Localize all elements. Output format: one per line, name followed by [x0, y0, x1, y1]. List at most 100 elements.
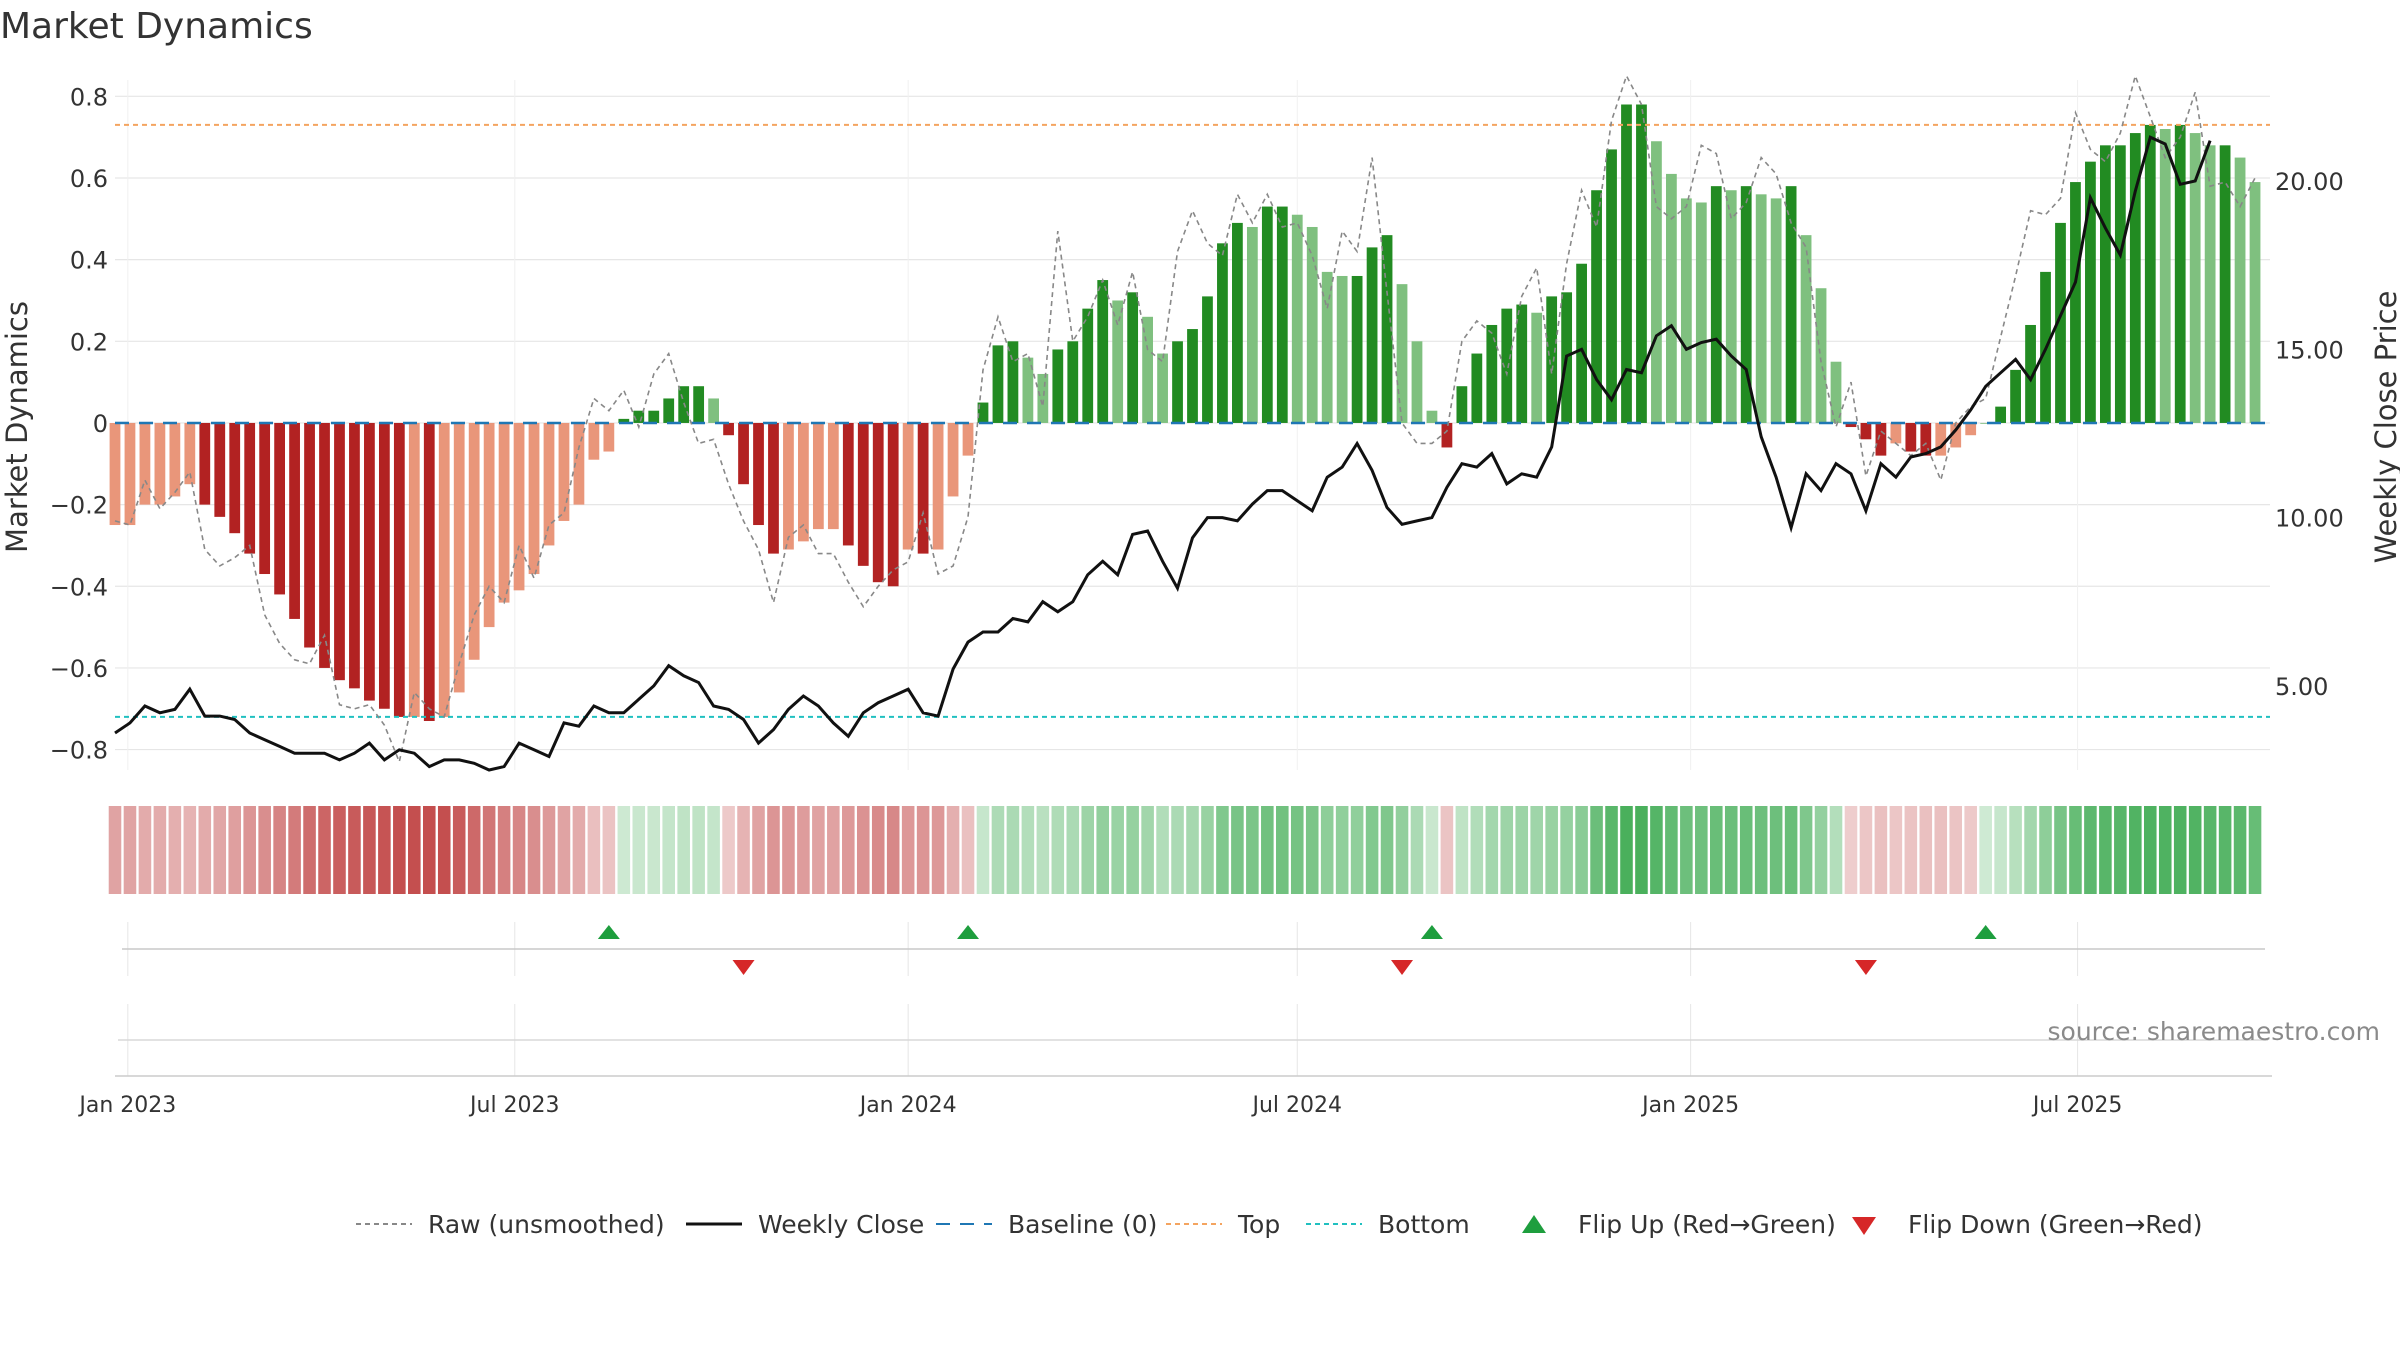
regime-cell: [1575, 806, 1588, 894]
flip-up-marker: [597, 925, 620, 939]
x-tick-label: Jan 2024: [858, 1093, 957, 1118]
legend-item: Flip Up (Red→Green): [1522, 1210, 1836, 1239]
regime-cell: [2129, 806, 2142, 894]
regime-cell: [408, 806, 421, 894]
dynamics-bar: [1905, 422, 1917, 452]
regime-cell: [842, 806, 855, 894]
regime-cell: [632, 806, 646, 894]
dynamics-bar: [573, 422, 585, 505]
regime-cell: [512, 806, 526, 894]
regime-cell: [557, 806, 571, 894]
regime-cell: [1081, 806, 1095, 894]
dynamics-bar: [483, 422, 495, 628]
left-tick-label: 0.4: [70, 247, 108, 275]
regime-cell: [1620, 806, 1633, 894]
regime-cell: [482, 806, 496, 894]
dynamics-bar: [199, 422, 211, 505]
dynamics-bar: [857, 422, 869, 566]
regime-cell: [2248, 806, 2262, 894]
flip-down-marker: [732, 960, 755, 975]
regime-cell: [1605, 806, 1618, 894]
dynamics-bar: [1172, 341, 1183, 423]
x-axis-ticks: Jan 2023 Jul 2023 Jan 2024 Jul 2024 Jan 2025…: [77, 1093, 2122, 1118]
regime-cell: [1560, 806, 1573, 894]
regime-cell: [1754, 806, 1768, 894]
x-tick-label: Jul 2025: [2031, 1093, 2123, 1118]
weekly-close-line: [114, 135, 2212, 772]
regime-cell: [707, 806, 720, 894]
regime-cell: [1440, 806, 1454, 894]
dynamics-bar: [408, 422, 420, 717]
regime-cell: [1994, 806, 2007, 894]
regime-cell: [1186, 806, 1199, 894]
dynamics-bar: [378, 422, 390, 709]
regime-cell: [1695, 806, 1708, 894]
x-tick-label: Jan 2025: [1640, 1093, 1739, 1118]
regime-cell: [692, 806, 705, 894]
dynamics-bar: [1321, 271, 1333, 423]
dynamics-bar: [2249, 182, 2261, 423]
regime-cell: [1096, 806, 1109, 894]
dynamics-bar: [872, 422, 884, 583]
legend-item: Raw (unsmoothed): [356, 1210, 665, 1239]
regime-cell: [1739, 806, 1753, 894]
legend-item: Flip Down (Green→Red): [1852, 1210, 2203, 1239]
regime-cell: [1335, 806, 1349, 894]
flip-up-marker: [1974, 925, 1997, 939]
regime-cell: [931, 806, 945, 894]
dynamics-bar: [1276, 206, 1288, 423]
dynamics-bar: [289, 422, 300, 619]
regime-cell: [1979, 806, 1992, 894]
dynamics-bar: [1067, 341, 1079, 423]
regime-cell: [1934, 806, 1948, 894]
regime-cell: [797, 806, 810, 894]
dynamics-bar: [1621, 104, 1632, 423]
dynamics-bar: [1112, 300, 1124, 423]
dynamics-bar: [2114, 145, 2126, 423]
dynamics-bar: [1800, 235, 1812, 423]
dynamics-bar: [1396, 284, 1408, 423]
regime-cell: [1380, 806, 1394, 894]
left-tick-label: 0.2: [70, 328, 108, 356]
dynamics-bar: [1456, 386, 1468, 423]
regime-cell: [437, 806, 451, 894]
dynamics-bar: [1950, 422, 1962, 448]
x-tick-label: Jul 2023: [468, 1093, 560, 1118]
right-tick-label: 5.00: [2275, 673, 2328, 701]
dynamics-bar: [812, 422, 824, 530]
dynamics-bar: [2129, 133, 2141, 423]
left-tick-label: −0.6: [50, 655, 108, 683]
regime-cell: [2188, 806, 2202, 894]
dynamics-bar: [1007, 341, 1019, 423]
dynamics-bar: [1351, 275, 1363, 423]
dynamics-bar: [1666, 173, 1677, 423]
regime-cell: [497, 806, 511, 894]
dynamics-bar: [753, 422, 764, 526]
regime-cell: [886, 806, 900, 894]
regime-cell: [602, 806, 616, 894]
legend-label: Flip Down (Green→Red): [1908, 1210, 2203, 1239]
dynamics-bar: [1217, 243, 1228, 423]
legend-label: Raw (unsmoothed): [428, 1210, 665, 1239]
dynamics-bar: [1965, 422, 1977, 436]
dynamics-bar: [1860, 422, 1872, 440]
regime-cell: [856, 806, 870, 894]
regime-cell: [378, 806, 391, 894]
left-tick-label: −0.2: [50, 492, 108, 520]
regime-cell: [1276, 806, 1289, 894]
right-tick-label: 10.00: [2275, 505, 2344, 533]
grid-layer: [115, 80, 2270, 770]
regime-cell: [1874, 806, 1888, 894]
dynamics-bar: [663, 398, 675, 423]
regime-cell: [1066, 806, 1080, 894]
regime-cell: [333, 806, 346, 894]
regime-cell: [1709, 806, 1723, 894]
regime-cell: [1051, 806, 1065, 894]
regime-cell: [198, 806, 212, 894]
dynamics-bar: [738, 422, 749, 485]
dynamics-bar: [1381, 235, 1393, 423]
regime-cell: [1470, 806, 1484, 894]
flip-down-marker: [1854, 960, 1877, 975]
right-tick-label: 20.00: [2275, 168, 2344, 196]
